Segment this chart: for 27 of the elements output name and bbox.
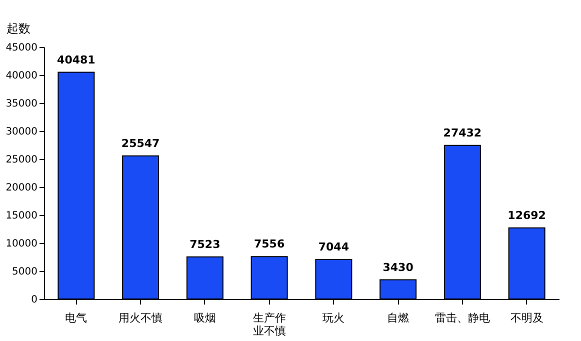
x-tick-label: 吸烟 [194,312,216,324]
x-tick-label: 不明及 [510,312,544,324]
x-tick-label: 自燃 [387,312,410,324]
x-tick-label: 雷击、静电 [434,312,490,324]
y-tick-label: 35000 [6,98,38,110]
data-label: 25547 [121,136,160,150]
y-tick-label: 5000 [12,266,38,278]
x-tick-label: 生产作业不慎 [252,312,286,338]
y-axis-title: 起数 [6,22,30,36]
x-tick-label: 用火不慎 [118,312,163,324]
y-tick-label: 40000 [6,70,38,82]
data-label: 7523 [190,238,220,251]
data-label: 3430 [382,260,414,274]
data-label: 40481 [57,53,96,66]
y-tick-label: 20000 [6,182,38,194]
data-label: 27432 [443,126,482,140]
y-tick-label: 15000 [6,210,38,222]
y-tick-label: 45000 [6,42,38,54]
y-tick-label: 30000 [6,126,38,138]
y-tick-label: 0 [31,294,38,306]
y-tick-label: 10000 [6,238,38,250]
x-tick-label: 电气 [65,312,88,324]
data-label: 7556 [254,238,285,251]
y-tick-label: 25000 [6,154,38,166]
data-label: 7044 [318,240,350,254]
data-label: 12692 [508,208,546,222]
x-tick-label: 玩火 [322,312,345,324]
